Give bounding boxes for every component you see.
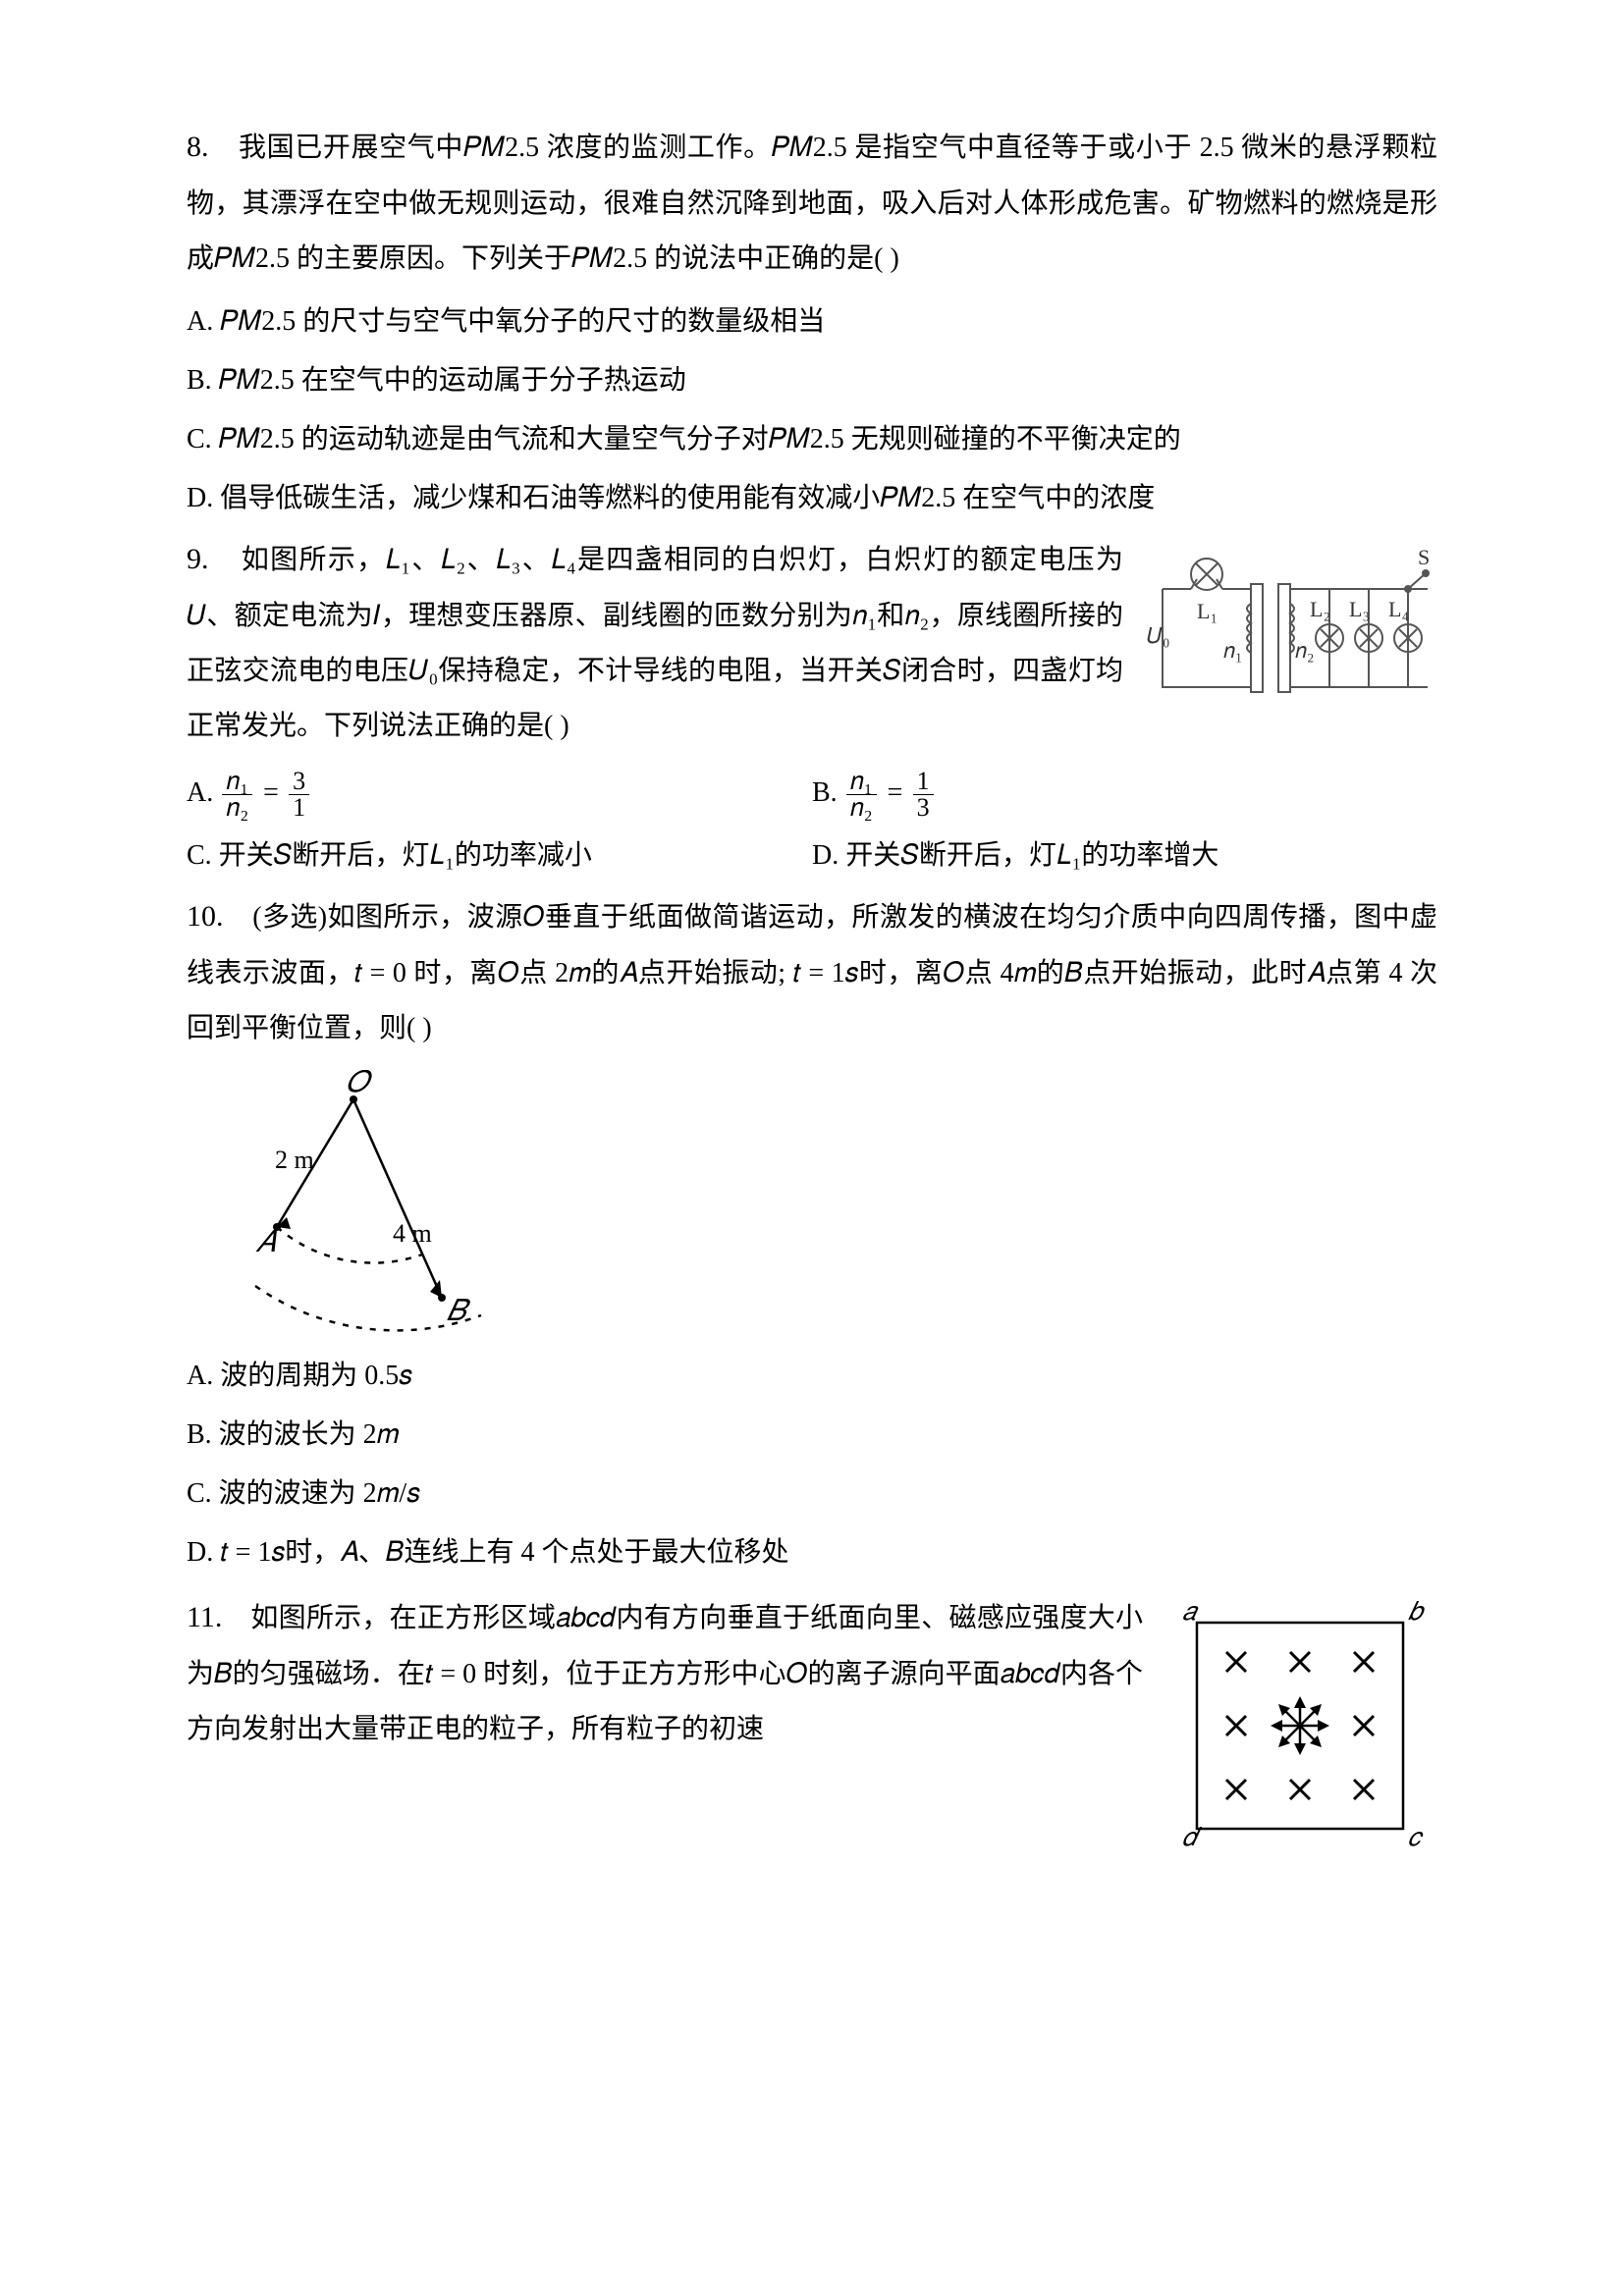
q9-fig-l3-label: L₃ — [1349, 597, 1370, 621]
q9-fig-n2-label: 𝑛₂ — [1295, 638, 1314, 663]
q9-a-frac2-den: 1 — [289, 795, 309, 821]
q10-fig-r1-label: 2 m — [275, 1146, 314, 1174]
q9-b-frac2-den: 3 — [913, 795, 934, 821]
q9-b-frac-den: 𝑛₂ — [846, 795, 877, 821]
q10-option-d: D. 𝑡 = 1𝑠时，𝐴、𝐵连线上有 4 个点处于最大位移处 — [187, 1525, 1437, 1580]
page: 8. 我国已开展空气中𝑃𝑀2.5 浓度的监测工作。𝑃𝑀2.5 是指空气中直径等于… — [0, 0, 1624, 2296]
q8-stem: 我国已开展空气中𝑃𝑀2.5 浓度的监测工作。𝑃𝑀2.5 是指空气中直径等于或小于… — [187, 133, 1437, 274]
q9-option-b: B. 𝑛₁𝑛₂ = 13 — [812, 766, 1437, 821]
q10-fig-b-label: 𝐵 — [447, 1295, 471, 1327]
q11-fig-b-label: 𝑏 — [1408, 1597, 1426, 1626]
q9-fig-n1-label: 𝑛₁ — [1223, 638, 1242, 663]
q9-b-frac-num: 𝑛₁ — [846, 769, 877, 795]
q9-options-ab: A. 𝑛₁𝑛₂ = 31 B. 𝑛₁𝑛₂ = 13 — [187, 762, 1437, 825]
q10-figure: 𝑂 𝐴 𝐵 2 m 4 m — [226, 1070, 1437, 1335]
magnetic-field-diagram-icon: 𝑎 𝑏 𝑐 𝑑 — [1163, 1588, 1437, 1863]
q9-optB-prefix: B. — [812, 777, 844, 808]
q11-fig-c-label: 𝑐 — [1408, 1823, 1424, 1851]
q9-b-eq: = — [886, 777, 911, 808]
q8-option-a: A. 𝑃𝑀2.5 的尺寸与空气中氧分子的尺寸的数量级相当 — [187, 294, 1437, 349]
question-10: 10. (多选)如图所示，波源𝑂垂直于纸面做简谐运动，所激发的横波在均匀介质中向… — [187, 887, 1437, 1056]
q11-fig-d-label: 𝑑 — [1182, 1823, 1203, 1851]
q11-stem: 如图所示，在正方形区域𝑎𝑏𝑐𝑑内有方向垂直于纸面向里、磁感应强度大小为𝐵的匀强磁… — [187, 1603, 1143, 1744]
q9-stem: 如图所示，𝐿₁、𝐿₂、𝐿₃、𝐿₄是四盏相同的白炽灯，白炽灯的额定电压为𝑈、额定电… — [187, 545, 1123, 741]
q10-option-c: C. 波的波速为 2𝑚/𝑠 — [187, 1467, 1437, 1522]
question-9: 9. 如图所示，𝐿₁、𝐿₂、𝐿₃、𝐿₄是四盏相同的白炽灯，白炽灯的额定电压为𝑈、… — [187, 530, 1437, 762]
q10-fig-r2-label: 4 m — [393, 1219, 432, 1248]
wavefront-diagram-icon: 𝑂 𝐴 𝐵 2 m 4 m — [226, 1070, 520, 1335]
q11-number: 11. — [187, 1601, 222, 1633]
question-8: 8. 我国已开展空气中𝑃𝑀2.5 浓度的监测工作。𝑃𝑀2.5 是指空气中直径等于… — [187, 118, 1437, 287]
question-11: 11. 如图所示，在正方形区域𝑎𝑏𝑐𝑑内有方向垂直于纸面向里、磁感应强度大小为𝐵… — [187, 1588, 1437, 1863]
q10-option-a: A. 波的周期为 0.5𝑠 — [187, 1349, 1437, 1404]
q8-option-c: C. 𝑃𝑀2.5 的运动轨迹是由气流和大量空气分子对𝑃𝑀2.5 无规则碰撞的不平… — [187, 412, 1437, 467]
q9-option-d: D. 开关𝑆断开后，灯𝐿₁的功率增大 — [812, 828, 1437, 883]
q8-option-b: B. 𝑃𝑀2.5 在空气中的运动属于分子热运动 — [187, 353, 1437, 408]
q9-b-frac2-num: 1 — [913, 769, 934, 795]
q11-figure: 𝑎 𝑏 𝑐 𝑑 — [1163, 1588, 1437, 1863]
q9-a-frac2-num: 3 — [289, 769, 309, 795]
q9-a-eq: = — [261, 777, 287, 808]
q9-fig-l2-label: L₂ — [1310, 597, 1330, 621]
q9-a-frac-den: 𝑛₂ — [222, 795, 252, 821]
q9-figure: 𝑈₀ L₁ L₂ L₃ L₄ 𝑛₁ 𝑛₂ S — [1143, 530, 1437, 726]
q9-number: 9. — [187, 543, 209, 575]
q10-stem: (多选)如图所示，波源𝑂垂直于纸面做简谐运动，所激发的横波在均匀介质中向四周传播… — [187, 902, 1437, 1043]
q10-fig-a-label: 𝐴 — [255, 1226, 277, 1258]
transformer-diagram-icon: 𝑈₀ L₁ L₂ L₃ L₄ 𝑛₁ 𝑛₂ S — [1143, 530, 1437, 726]
q8-option-d: D. 倡导低碳生活，减少煤和石油等燃料的使用能有效减小𝑃𝑀2.5 在空气中的浓度 — [187, 471, 1437, 526]
q9-fig-l4-label: L₄ — [1388, 597, 1409, 621]
q9-a-frac-num: 𝑛₁ — [222, 769, 252, 795]
q11-fig-a-label: 𝑎 — [1182, 1597, 1199, 1626]
q9-fig-s-label: S — [1418, 545, 1430, 569]
q10-fig-o-label: 𝑂 — [346, 1070, 373, 1098]
q9-option-c: C. 开关𝑆断开后，灯𝐿₁的功率减小 — [187, 828, 812, 883]
q10-option-b: B. 波的波长为 2𝑚 — [187, 1408, 1437, 1463]
q10-number: 10. — [187, 900, 224, 933]
q9-option-a: A. 𝑛₁𝑛₂ = 31 — [187, 766, 812, 821]
q9-fig-l1-label: L₁ — [1197, 599, 1218, 623]
q9-fig-u0-label: 𝑈₀ — [1147, 623, 1170, 648]
q9-optA-prefix: A. — [187, 777, 220, 808]
q9-options-cd: C. 开关𝑆断开后，灯𝐿₁的功率减小 D. 开关𝑆断开后，灯𝐿₁的功率增大 — [187, 825, 1437, 887]
q8-number: 8. — [187, 131, 209, 163]
